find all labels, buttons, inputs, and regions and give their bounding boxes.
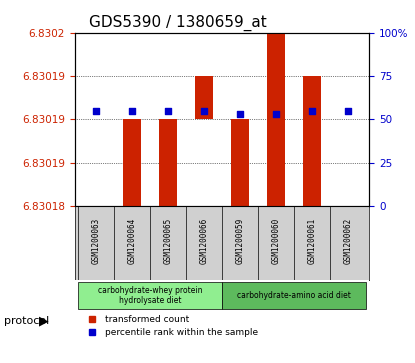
Bar [303,76,321,206]
Text: GSM1200060: GSM1200060 [271,217,281,264]
Point [344,108,351,114]
Text: ▶: ▶ [39,315,49,328]
Text: GSM1200059: GSM1200059 [235,217,244,264]
Text: carbohydrate-amino acid diet: carbohydrate-amino acid diet [237,291,351,300]
Point [93,108,100,114]
Bar [78,282,222,309]
Text: GSM1200066: GSM1200066 [200,217,209,264]
Bar [195,76,213,119]
Text: GSM1200064: GSM1200064 [128,217,137,264]
Text: carbohydrate-whey protein
hydrolysate diet: carbohydrate-whey protein hydrolysate di… [98,286,203,305]
Point [201,108,208,114]
Bar [159,119,177,206]
Bar [123,119,141,206]
Text: GSM1200061: GSM1200061 [308,217,316,264]
Point [129,108,136,114]
Point [273,111,279,117]
Bar [231,119,249,206]
Text: GSM1200065: GSM1200065 [164,217,173,264]
Text: protocol: protocol [4,316,49,326]
Legend: transformed count, percentile rank within the sample: transformed count, percentile rank withi… [79,311,262,341]
Bar [267,33,285,206]
Text: GSM1200062: GSM1200062 [343,217,352,264]
Point [165,108,171,114]
Point [237,111,243,117]
Bar [222,282,366,309]
Text: GSM1200063: GSM1200063 [92,217,101,264]
Point [308,108,315,114]
Text: GDS5390 / 1380659_at: GDS5390 / 1380659_at [90,15,267,31]
